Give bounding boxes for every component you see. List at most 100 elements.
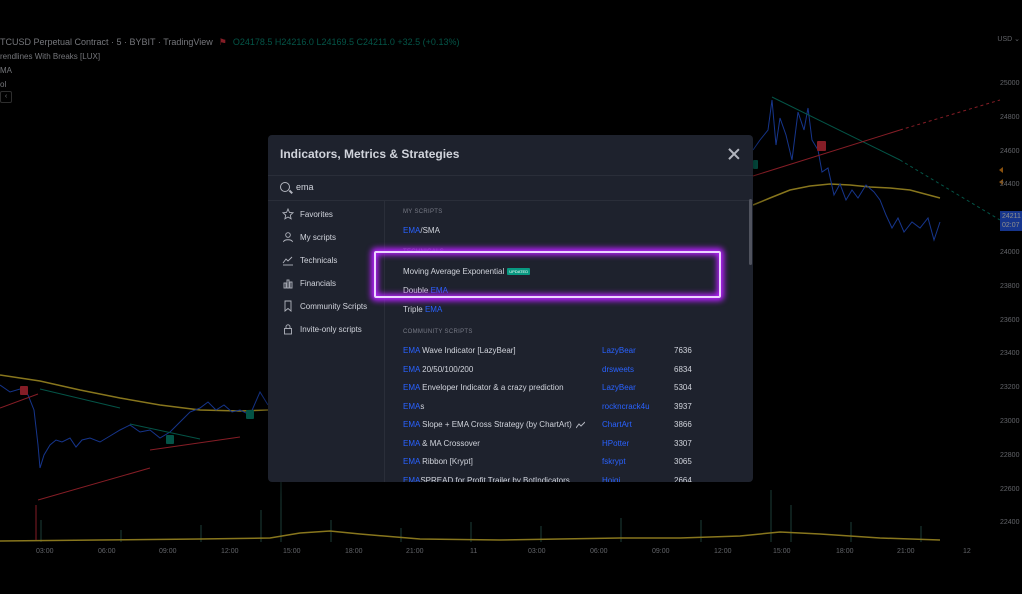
time-axis-tick: 09:00: [652, 548, 670, 555]
sidebar-item-invite-only-scripts[interactable]: Invite-only scripts: [282, 322, 362, 336]
section-community-scripts: COMMUNITY SCRIPTS: [403, 329, 473, 335]
list-item[interactable]: EMA Enveloper Indicator & a crazy predic…: [403, 383, 733, 397]
bar-countdown: 02:07: [1002, 222, 1020, 229]
likes-count: 6834: [674, 364, 692, 374]
sidebar-item-technicals[interactable]: Technicals: [282, 253, 337, 267]
price-axis-tick: 24400: [1000, 181, 1020, 189]
volume-bars: [40, 480, 922, 542]
likes-count: 3065: [674, 457, 692, 466]
likes-count: 2664: [674, 475, 692, 483]
trendline-red-5: [752, 129, 901, 177]
list-item[interactable]: EMA 20/50/100/200 drsweets 6834: [403, 365, 733, 379]
sidebar-item-label: Invite-only scripts: [300, 324, 362, 334]
search-input[interactable]: [296, 180, 696, 194]
updated-badge: UPDATED: [507, 268, 531, 276]
trendline-green-dashed: [899, 159, 1001, 221]
likes-count: 3307: [674, 438, 692, 448]
sidebar-item-my-scripts[interactable]: My scripts: [282, 230, 336, 244]
list-item-moving-average-exponential[interactable]: Moving Average Exponential UPDATED: [403, 267, 733, 281]
item-text: Ribbon [Krypt]: [419, 457, 473, 466]
match-text: EMA: [403, 438, 420, 448]
author-link[interactable]: drsweets: [602, 364, 635, 374]
time-axis-tick: 21:00: [406, 548, 424, 555]
author-link[interactable]: ChartArt: [602, 420, 632, 429]
strategy-icon: [575, 421, 585, 429]
legend-collapse-icon[interactable]: ‹: [0, 91, 12, 103]
list-item[interactable]: EMA & MA Crossover HPotter 3307: [403, 439, 733, 453]
author-link[interactable]: fskrypt: [602, 457, 626, 466]
time-axis-tick: 12:00: [221, 548, 239, 555]
search-icon: [280, 182, 290, 192]
list-item[interactable]: EMA Ribbon [Krypt] fskrypt 3065: [403, 457, 733, 471]
category-sidebar: Favorites My scripts Technicals Financia…: [268, 200, 385, 482]
sidebar-item-label: Community Scripts: [300, 301, 368, 311]
current-price-label: 24211 02:07: [1000, 211, 1022, 231]
likes-count: 3937: [674, 401, 692, 411]
price-axis-tick: 24000: [1000, 249, 1020, 256]
list-item[interactable]: EMAs rockncrack4u 3937: [403, 402, 733, 416]
currency-select[interactable]: USD ⌄: [997, 36, 1020, 43]
sidebar-item-community-scripts[interactable]: Community Scripts: [282, 299, 367, 313]
likes-count: 7636: [674, 346, 692, 355]
price-axis-tick: 22800: [1000, 451, 1020, 459]
bookmark-icon: [284, 300, 292, 312]
item-text: Triple: [403, 305, 425, 314]
price-axis-tick: 23000: [1000, 418, 1020, 425]
price-axis-tick: 23600: [1000, 316, 1020, 324]
flag-icon[interactable]: ⚑: [218, 37, 227, 47]
ohlc-close: C24211.0: [356, 37, 395, 47]
sidebar-item-favorites[interactable]: Favorites: [282, 207, 333, 221]
match-text: EMA: [403, 383, 420, 392]
author-link[interactable]: HPotter: [602, 438, 630, 448]
indicator-legend-1[interactable]: rendlines With Breaks [LUX]: [0, 52, 101, 61]
results-list[interactable]: MY SCRIPTS EMA/SMA TECHNICALS Moving Ave…: [385, 200, 753, 482]
time-axis-tick: 21:00: [897, 548, 915, 555]
price-axis-tick: 24600: [1000, 147, 1020, 155]
price-axis-tick: 24800: [1000, 113, 1020, 121]
ma-line-left: [0, 374, 269, 412]
list-item[interactable]: EMASPREAD for Profit Trailer by BotIndic…: [403, 476, 733, 483]
current-price-value: 24211: [1002, 213, 1021, 220]
sidebar-item-financials[interactable]: Financials: [282, 276, 336, 290]
trendline-red-1: [0, 393, 39, 409]
time-axis-tick: 15:00: [283, 548, 301, 555]
author-link[interactable]: Hoiqi: [602, 475, 621, 483]
ohlc-change: +32.5 (+0.13%): [397, 37, 460, 47]
sidebar-item-label: My scripts: [300, 232, 336, 242]
likes-count: 3866: [674, 420, 692, 429]
match-text: EMA: [403, 420, 420, 429]
match-text: EMA: [424, 305, 443, 314]
item-text: Moving Average Exponential: [403, 267, 505, 276]
match-text: EMA: [403, 226, 421, 235]
time-axis-tick: 06:00: [590, 548, 608, 555]
author-link[interactable]: LazyBear: [602, 383, 636, 392]
ohlc-high: H24216.0: [274, 37, 314, 47]
author-link[interactable]: rockncrack4u: [602, 401, 650, 411]
list-item[interactable]: Triple EMA: [403, 305, 733, 319]
author-link[interactable]: LazyBear: [602, 346, 636, 355]
match-text: EMA: [430, 286, 448, 295]
indicator-legend-2[interactable]: MA: [0, 66, 12, 75]
results-scrollbar[interactable]: [749, 199, 752, 265]
list-item[interactable]: EMA Slope + EMA Cross Strategy (by Chart…: [403, 420, 733, 434]
axis-marker-orange-2: [999, 179, 1003, 185]
indicator-legend-3[interactable]: ol: [0, 80, 7, 89]
time-axis-tick: 18:00: [345, 548, 363, 555]
list-item[interactable]: Double EMA: [403, 286, 733, 300]
list-item[interactable]: EMA/SMA: [403, 226, 733, 240]
price-line-right: [752, 99, 941, 242]
sell-marker-left: [20, 386, 28, 395]
chart-legend-header: TCUSD Perpetual Contract · 5 · BYBIT · T…: [0, 37, 459, 48]
item-text: Slope + EMA Cross Strategy (by ChartArt): [419, 420, 572, 429]
likes-count: 5304: [674, 383, 692, 392]
list-item[interactable]: EMA Wave Indicator [LazyBear] LazyBear 763…: [403, 346, 733, 360]
lock-icon: [284, 324, 292, 335]
price-axis-tick: 23800: [1000, 282, 1020, 290]
buy-marker-left-2: [246, 410, 254, 419]
sidebar-item-label: Favorites: [300, 209, 333, 219]
volume-ma-line: [0, 530, 941, 542]
trendline-green-2: [129, 423, 201, 440]
close-icon[interactable]: [727, 147, 741, 161]
item-text: & MA Crossover: [419, 438, 480, 448]
item-text: s: [420, 401, 425, 411]
